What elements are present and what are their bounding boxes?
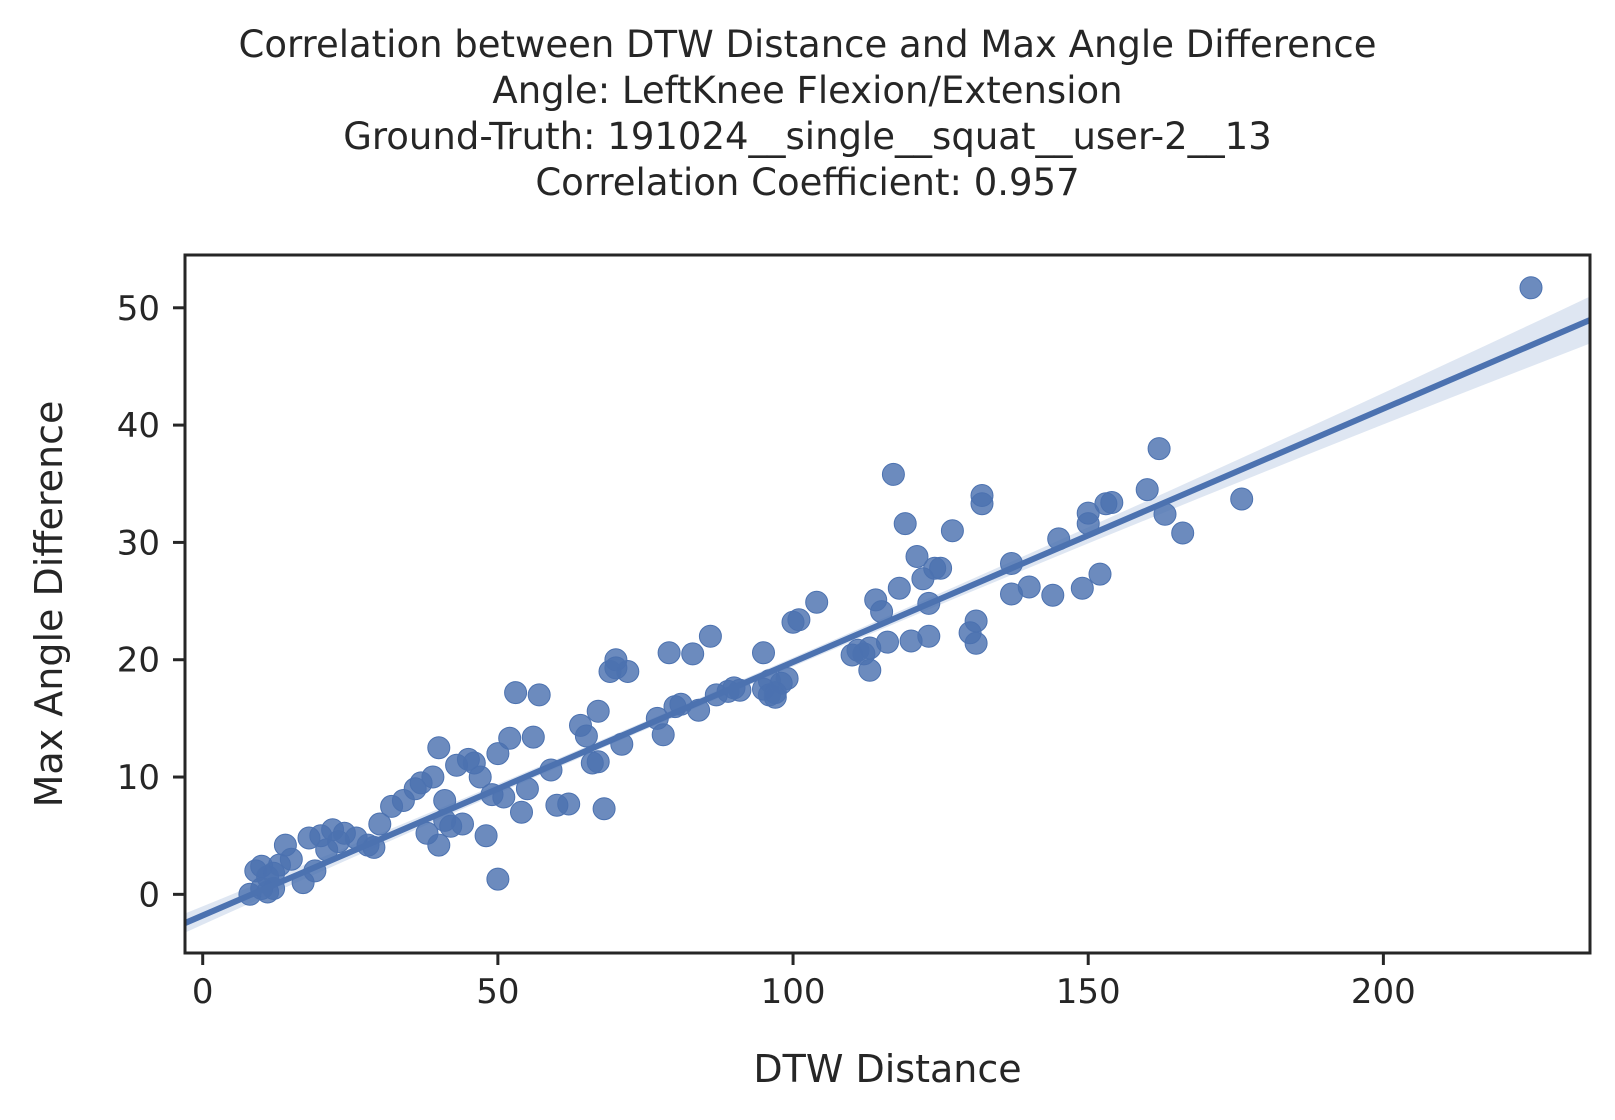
data-point [279,847,303,871]
title-line-1: Correlation between DTW Distance and Max… [238,23,1377,66]
data-point [651,723,675,747]
data-point [970,484,994,507]
title-line-2: Angle: LeftKnee Flexion/Extension [492,69,1123,112]
data-point [451,812,474,836]
data-point [586,750,610,774]
x-axis-ticks: 0 50 100 150 200 [192,953,1416,1012]
y-axis-ticks: 0 10 20 30 40 50 [117,289,185,915]
data-point [698,624,722,648]
regression-line-layer [183,317,1592,926]
x-tick-label: 100 [761,972,826,1012]
data-point [592,797,616,821]
data-point [905,545,929,568]
y-tick-label: 30 [117,523,160,563]
data-point [940,519,964,543]
data-point [616,660,640,683]
data-point [858,658,882,682]
data-point [527,683,551,707]
chart-title: Correlation between DTW Distance and Max… [0,22,1615,206]
y-tick-label: 50 [117,289,160,329]
data-point [427,833,451,857]
data-point [881,462,905,486]
title-line-3: Ground-Truth: 191024__single__squat__use… [343,115,1272,158]
data-point [1017,575,1041,599]
data-point [929,556,953,580]
data-point [504,681,528,705]
data-point [681,642,705,666]
data-point [657,641,681,665]
x-tick-label: 50 [476,972,519,1012]
y-tick-label: 0 [138,875,160,915]
data-point [887,576,911,600]
x-axis-label: DTW Distance [753,1047,1021,1091]
data-point [964,631,988,655]
data-point [1230,487,1254,511]
title-line-4: Correlation Coefficient: 0.957 [535,161,1080,204]
data-point [1171,521,1195,545]
data-point [1041,583,1065,607]
x-tick-label: 200 [1351,972,1416,1012]
y-tick-label: 20 [117,641,160,681]
data-point [1088,562,1112,586]
data-point [1147,437,1171,461]
data-point [474,824,498,848]
data-point [876,630,899,654]
data-point [521,725,545,749]
data-point [510,800,533,824]
data-point [586,699,610,723]
x-tick-label: 150 [1056,972,1121,1012]
data-point [421,765,445,789]
data-point [486,742,510,766]
x-tick-label: 0 [192,972,214,1012]
y-tick-label: 10 [117,758,160,798]
y-tick-label: 40 [117,406,160,446]
data-point [427,736,451,760]
data-point [893,512,917,536]
data-point [368,812,392,836]
data-point [752,641,775,665]
data-point [468,765,492,789]
data-point [1519,276,1543,300]
data-point [557,792,581,816]
data-point [486,867,510,891]
data-point [805,590,829,614]
data-point [498,726,522,750]
data-point [787,608,811,632]
plot-frame [183,253,1592,955]
data-point [964,609,988,633]
data-point [574,724,598,748]
data-point [1100,491,1124,514]
data-point [917,624,941,648]
data-point [1070,576,1094,600]
data-point [1135,478,1159,502]
regression-line [183,317,1592,926]
y-axis-label: Max Angle Difference [27,401,71,808]
